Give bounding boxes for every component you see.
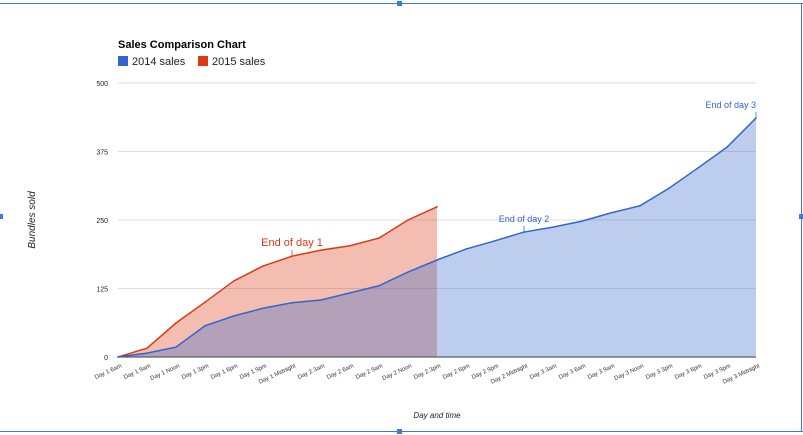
resize-handle-left[interactable] xyxy=(0,214,3,219)
data-point xyxy=(320,249,322,251)
annotation-label: End of day 1 xyxy=(261,237,323,249)
y-tick-label: 125 xyxy=(96,287,108,294)
x-tick-label: Day 3 3am xyxy=(529,363,558,381)
x-tick-label: Day 1 3pm xyxy=(181,363,210,381)
y-axis-label: Bundles sold xyxy=(27,191,38,249)
x-tick-label: Day 3 9am xyxy=(587,363,616,381)
y-tick-label: 250 xyxy=(96,218,108,225)
x-tick-label: Day 3 6pm xyxy=(674,363,703,381)
data-point xyxy=(146,347,148,350)
area-2014-sales xyxy=(118,118,756,358)
data-point xyxy=(378,284,380,287)
data-point xyxy=(175,322,177,324)
x-tick-label: Day 2 6am xyxy=(326,363,355,381)
resize-handle-top[interactable] xyxy=(397,1,402,6)
data-point xyxy=(436,206,438,208)
data-point xyxy=(262,265,264,267)
resize-handle-right[interactable] xyxy=(799,214,803,219)
y-tick-label: 500 xyxy=(96,81,108,88)
x-tick-label: Day 2 Noon xyxy=(382,363,413,382)
x-tick-label: Day 1 9am xyxy=(123,363,152,381)
x-tick-label: Day 3 6am xyxy=(558,363,587,381)
x-tick-label: Day 1 6am xyxy=(94,363,123,381)
data-point xyxy=(204,324,206,327)
data-point xyxy=(436,259,438,261)
x-tick-label: Day 2 6pm xyxy=(442,363,471,381)
legend-swatch xyxy=(198,56,208,66)
data-point xyxy=(407,219,409,221)
legend-swatch xyxy=(118,56,128,66)
data-point xyxy=(378,237,380,239)
data-point xyxy=(291,301,293,304)
data-point xyxy=(581,220,583,222)
y-tick-label: 375 xyxy=(96,150,108,157)
data-point xyxy=(204,301,206,304)
data-point xyxy=(117,356,119,358)
data-point xyxy=(262,307,264,310)
data-point xyxy=(639,204,641,207)
data-point xyxy=(233,280,235,282)
y-tick-label: 0 xyxy=(104,355,108,362)
resize-handle-bottom[interactable] xyxy=(397,429,402,434)
data-point xyxy=(465,248,467,250)
data-point xyxy=(407,271,409,273)
legend-label: 2014 sales xyxy=(132,56,186,68)
data-point xyxy=(610,212,612,214)
data-point xyxy=(349,244,351,247)
x-tick-label: Day 1 6pm xyxy=(210,363,239,381)
data-point xyxy=(175,346,177,348)
data-point xyxy=(349,292,351,294)
data-point xyxy=(320,299,322,301)
annotation-label: End of day 3 xyxy=(705,100,756,110)
x-tick-label: Day 2 3am xyxy=(297,363,326,381)
data-point xyxy=(697,167,699,169)
data-point xyxy=(146,352,148,354)
x-tick-label: Day 1 Noon xyxy=(150,363,181,382)
chart-title: Sales Comparison Chart xyxy=(118,39,246,51)
x-tick-label: Day 3 Noon xyxy=(614,363,645,382)
x-tick-label: Day 2 3pm xyxy=(413,363,442,381)
data-point xyxy=(726,146,728,148)
annotation-label: End of day 2 xyxy=(499,214,550,224)
x-tick-label: Day 2 9am xyxy=(355,363,384,381)
x-axis-label: Day and time xyxy=(413,411,461,420)
legend-label: 2015 sales xyxy=(212,56,266,68)
data-point xyxy=(494,240,496,242)
data-point xyxy=(233,315,235,317)
x-tick-label: Day 3 3pm xyxy=(645,363,674,381)
data-point xyxy=(668,187,670,190)
line-2015-sales xyxy=(117,206,438,358)
data-point xyxy=(552,226,554,228)
